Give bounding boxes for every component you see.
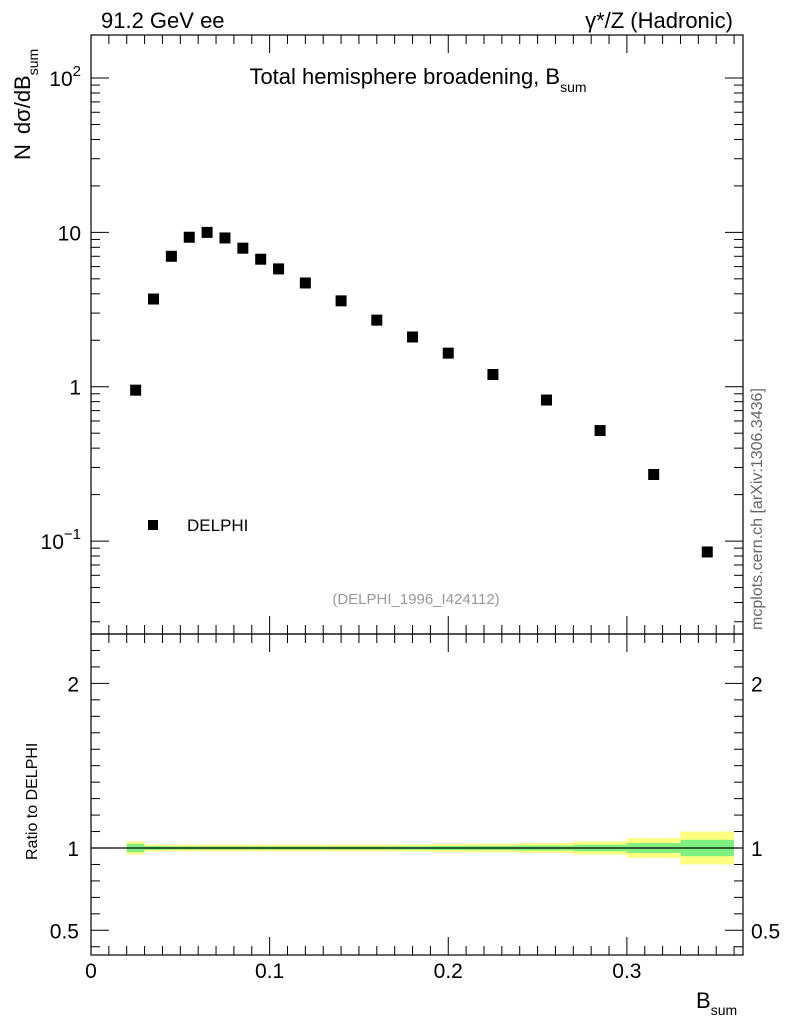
data-points: [130, 226, 713, 558]
data-point: [442, 347, 454, 359]
data-point: [130, 384, 142, 396]
y-tick-label: 102: [49, 63, 81, 91]
ratio-panel: 0.5 0.5 1 1 2 2 0 0.1 0.2 0.3 Ratio to DELPHI Bsu…: [24, 633, 780, 1018]
ratio-y-tick-label: 0.5: [50, 920, 79, 943]
ratio-y-tick-label-right: 1: [751, 838, 763, 861]
data-point: [183, 231, 195, 243]
data-point: [273, 263, 285, 275]
data-point: [237, 242, 249, 254]
data-point: [299, 277, 311, 289]
data-point: [701, 546, 713, 558]
legend-label: DELPHI: [187, 516, 248, 535]
data-point: [371, 314, 383, 326]
ratio-y-label: Ratio to DELPHI: [24, 743, 41, 860]
ratio-tick-labels: 0.5 0.5 1 1 2 2 0 0.1 0.2 0.3: [50, 673, 780, 983]
data-point: [255, 253, 267, 265]
header-left: 91.2 GeV ee: [101, 8, 225, 33]
ratio-tick-marks: [90, 634, 743, 955]
y-tick-label: 10−1: [41, 526, 81, 554]
plot-title: Total hemisphere broadening, Bsum: [249, 64, 586, 95]
ratio-y-tick-label-right: 2: [751, 673, 763, 696]
main-panel: 102 10 1 10−1 Total hemisphere broadening, …: [10, 34, 744, 635]
x-tick-label: 0.2: [434, 960, 463, 983]
data-point: [148, 293, 160, 305]
data-point: [648, 468, 660, 480]
main-tick-labels: 102 10 1 10−1: [41, 63, 81, 554]
y-tick-label: 10: [58, 222, 81, 245]
y-tick-label: 1: [69, 377, 81, 400]
header-right: γ*/Z (Hadronic): [585, 8, 733, 33]
data-point: [201, 226, 213, 238]
data-point: [594, 425, 606, 437]
analysis-tag: (DELPHI_1996_I424112): [332, 591, 499, 608]
data-point: [165, 250, 177, 262]
ratio-frame: [90, 633, 744, 956]
data-point: [335, 295, 347, 307]
x-tick-label: 0.3: [612, 960, 641, 983]
data-point: [407, 331, 419, 343]
ratio-y-tick-label: 2: [67, 673, 79, 696]
x-tick-label: 0.1: [255, 960, 284, 983]
watermark: mcplots.cern.ch [arXiv:1306.3436]: [749, 388, 766, 630]
main-tick-marks: [90, 35, 743, 634]
data-point: [487, 369, 499, 381]
ratio-y-tick-label-right: 0.5: [751, 920, 780, 943]
y-axis-label: Ndσ/dBsum: [10, 49, 41, 160]
data-point: [541, 394, 553, 406]
x-tick-label: 0: [85, 960, 97, 983]
legend-marker: [148, 520, 158, 530]
data-point: [219, 232, 231, 244]
x-axis-label: Bsum: [696, 988, 737, 1018]
ratio-y-tick-label: 1: [67, 838, 79, 861]
